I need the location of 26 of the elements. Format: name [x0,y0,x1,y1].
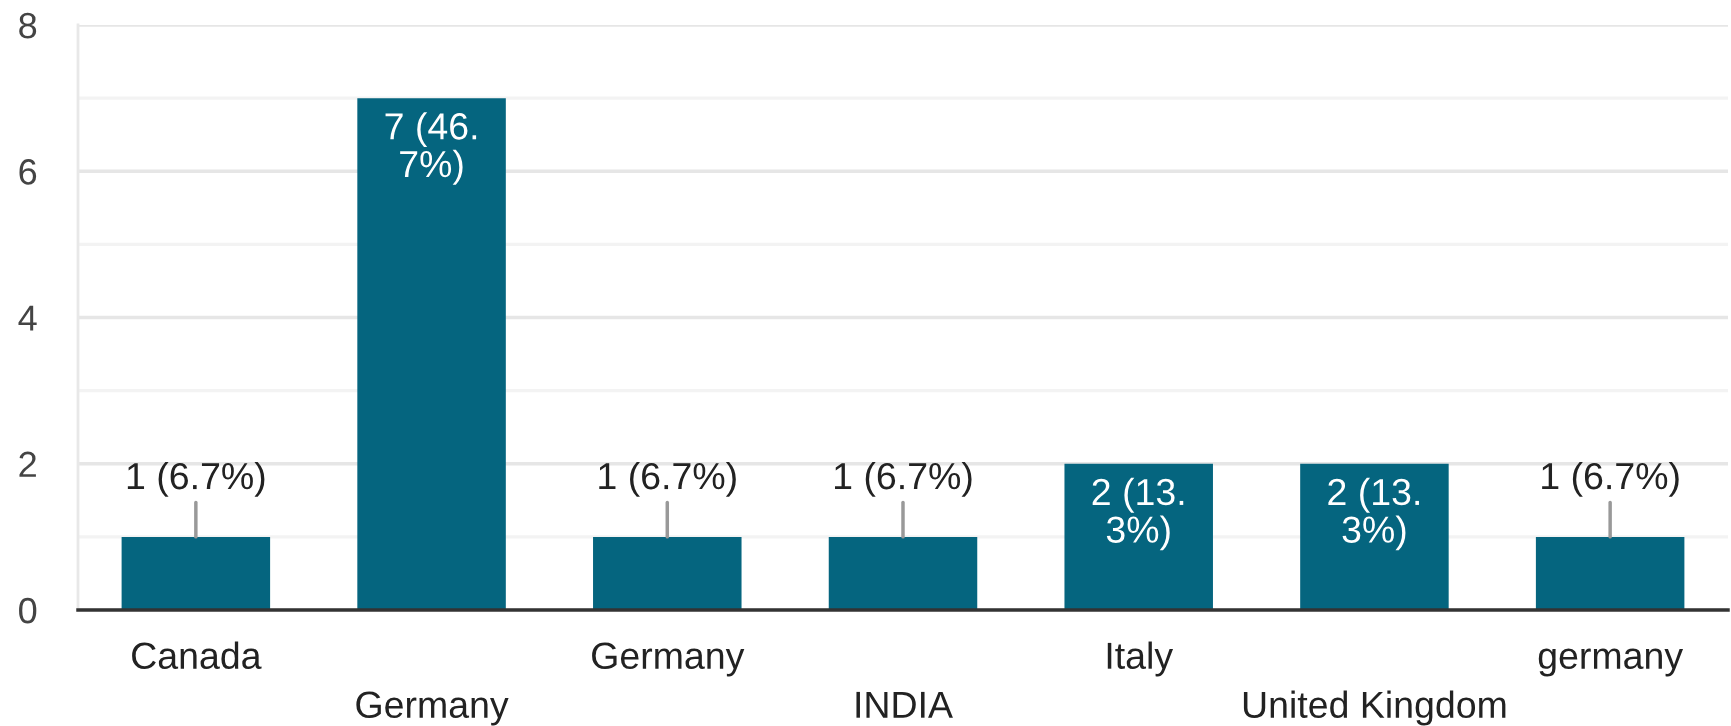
x-tick-label: Germany [356,691,509,726]
data-label: 1 (6.7%) [835,461,972,497]
bar [1300,463,1449,610]
x-tick-label: United Kingdom [1243,690,1506,726]
bar [357,98,506,610]
x-tick-label: Canada [132,641,262,670]
y-tick-label: 6 [19,159,37,185]
data-label: 1 (6.7%) [127,461,265,497]
y-tick-label: 2 [19,451,36,477]
y-tick-label: 0 [19,597,37,624]
data-label: 1 (6.7%) [1542,461,1679,497]
data-label: 7 (46.7%) [385,112,477,185]
bar [121,536,271,610]
data-label: 1 (6.7%) [599,461,736,497]
x-tick-label: Italy [1107,641,1174,677]
bar [1535,536,1685,610]
x-tick-label: INDIA [856,691,953,718]
x-tick-label: germany [1538,648,1684,677]
data-label: 2 (13.3%) [1328,477,1419,551]
y-tick-label: 4 [18,305,37,331]
y-tick-label: 8 [19,12,37,39]
bar [1064,463,1213,610]
data-label: 2 (13.3%) [1092,477,1184,551]
x-tick-label: Germany [592,642,745,677]
bar [593,536,742,610]
bar [828,536,978,610]
